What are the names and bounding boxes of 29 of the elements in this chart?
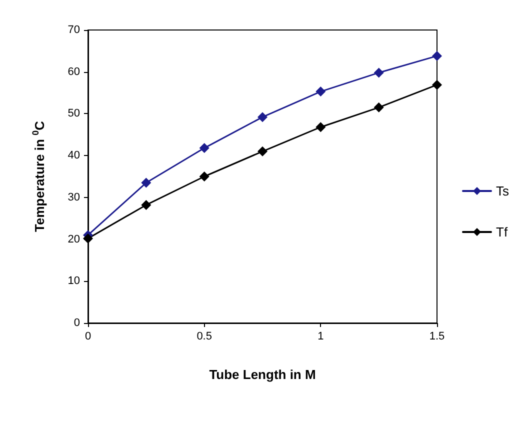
- legend-label: Ts: [496, 184, 510, 198]
- point: [374, 102, 384, 112]
- x-tick-label: 0: [84, 330, 92, 342]
- y-tick-label: 60: [68, 66, 80, 78]
- point: [83, 233, 93, 244]
- y-tick-label: 30: [68, 191, 80, 204]
- point: [199, 172, 210, 182]
- x-tick-label: 1: [318, 330, 324, 342]
- point: [141, 178, 152, 188]
- y-tick-label: 50: [68, 108, 80, 120]
- point: [316, 122, 326, 132]
- point: [141, 200, 152, 210]
- x-tick-label: 1.5: [429, 330, 445, 342]
- y-tick-label: 20: [68, 233, 80, 246]
- y-axis-title: Temperature in 0C: [30, 120, 47, 232]
- point: [316, 86, 326, 97]
- point: [258, 146, 268, 156]
- point: [374, 68, 384, 78]
- point: [432, 50, 442, 61]
- y-tick-label: 0: [74, 317, 80, 329]
- y-tick-label: 10: [68, 275, 80, 288]
- point: [199, 143, 210, 154]
- point: [258, 112, 268, 122]
- legend-label: Tf: [496, 224, 508, 240]
- x-axis-title: Tube Length in M: [209, 367, 316, 382]
- y-tick-label: 40: [68, 150, 80, 162]
- y-tick-label: 70: [68, 24, 80, 36]
- point: [432, 80, 442, 90]
- x-tick-label: 0.5: [196, 330, 212, 342]
